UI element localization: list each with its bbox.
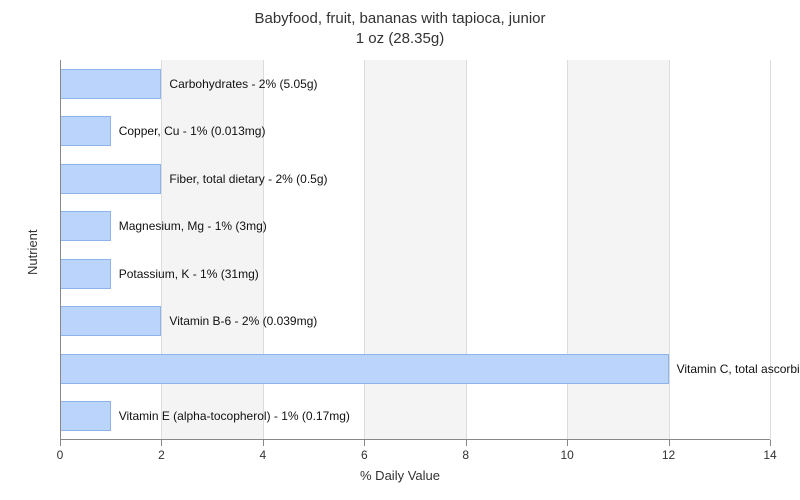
x-tick	[263, 440, 264, 446]
x-tick-label: 2	[158, 448, 165, 462]
x-tick-label: 12	[662, 448, 675, 462]
x-tick-label: 0	[57, 448, 64, 462]
bar-label: Copper, Cu - 1% (0.013mg)	[119, 124, 266, 138]
y-axis-title: Nutrient	[25, 229, 40, 275]
bar-label: Vitamin E (alpha-tocopherol) - 1% (0.17m…	[119, 409, 350, 423]
grid-line	[669, 60, 670, 440]
bar-label: Potassium, K - 1% (31mg)	[119, 267, 259, 281]
x-tick	[669, 440, 670, 446]
bar	[60, 401, 111, 431]
bar	[60, 259, 111, 289]
x-tick	[466, 440, 467, 446]
x-tick-label: 10	[560, 448, 573, 462]
chart-title-line2: 1 oz (28.35g)	[0, 30, 800, 47]
x-tick	[161, 440, 162, 446]
bar	[60, 211, 111, 241]
chart-title-line1: Babyfood, fruit, bananas with tapioca, j…	[0, 10, 800, 27]
x-tick-label: 14	[763, 448, 776, 462]
bar-label: Vitamin B-6 - 2% (0.039mg)	[169, 314, 317, 328]
x-tick	[60, 440, 61, 446]
x-tick	[770, 440, 771, 446]
bar	[60, 69, 161, 99]
y-axis-line	[60, 60, 61, 440]
x-tick-label: 8	[462, 448, 469, 462]
x-axis-line	[60, 439, 770, 440]
grid-line	[770, 60, 771, 440]
nutrient-bar-chart: Babyfood, fruit, bananas with tapioca, j…	[0, 0, 800, 500]
bar-label: Magnesium, Mg - 1% (3mg)	[119, 219, 267, 233]
plot-area: 02468101214Carbohydrates - 2% (5.05g)Cop…	[60, 60, 770, 440]
x-tick-label: 4	[260, 448, 267, 462]
bar	[60, 164, 161, 194]
bar	[60, 116, 111, 146]
x-tick-label: 6	[361, 448, 368, 462]
bar-label: Vitamin C, total ascorbic acid - 12% (7.…	[677, 362, 800, 376]
bar	[60, 306, 161, 336]
x-tick	[567, 440, 568, 446]
x-tick	[364, 440, 365, 446]
bar-label: Fiber, total dietary - 2% (0.5g)	[169, 172, 327, 186]
bar-label: Carbohydrates - 2% (5.05g)	[169, 77, 317, 91]
x-axis-title: % Daily Value	[0, 468, 800, 483]
bar	[60, 354, 669, 384]
